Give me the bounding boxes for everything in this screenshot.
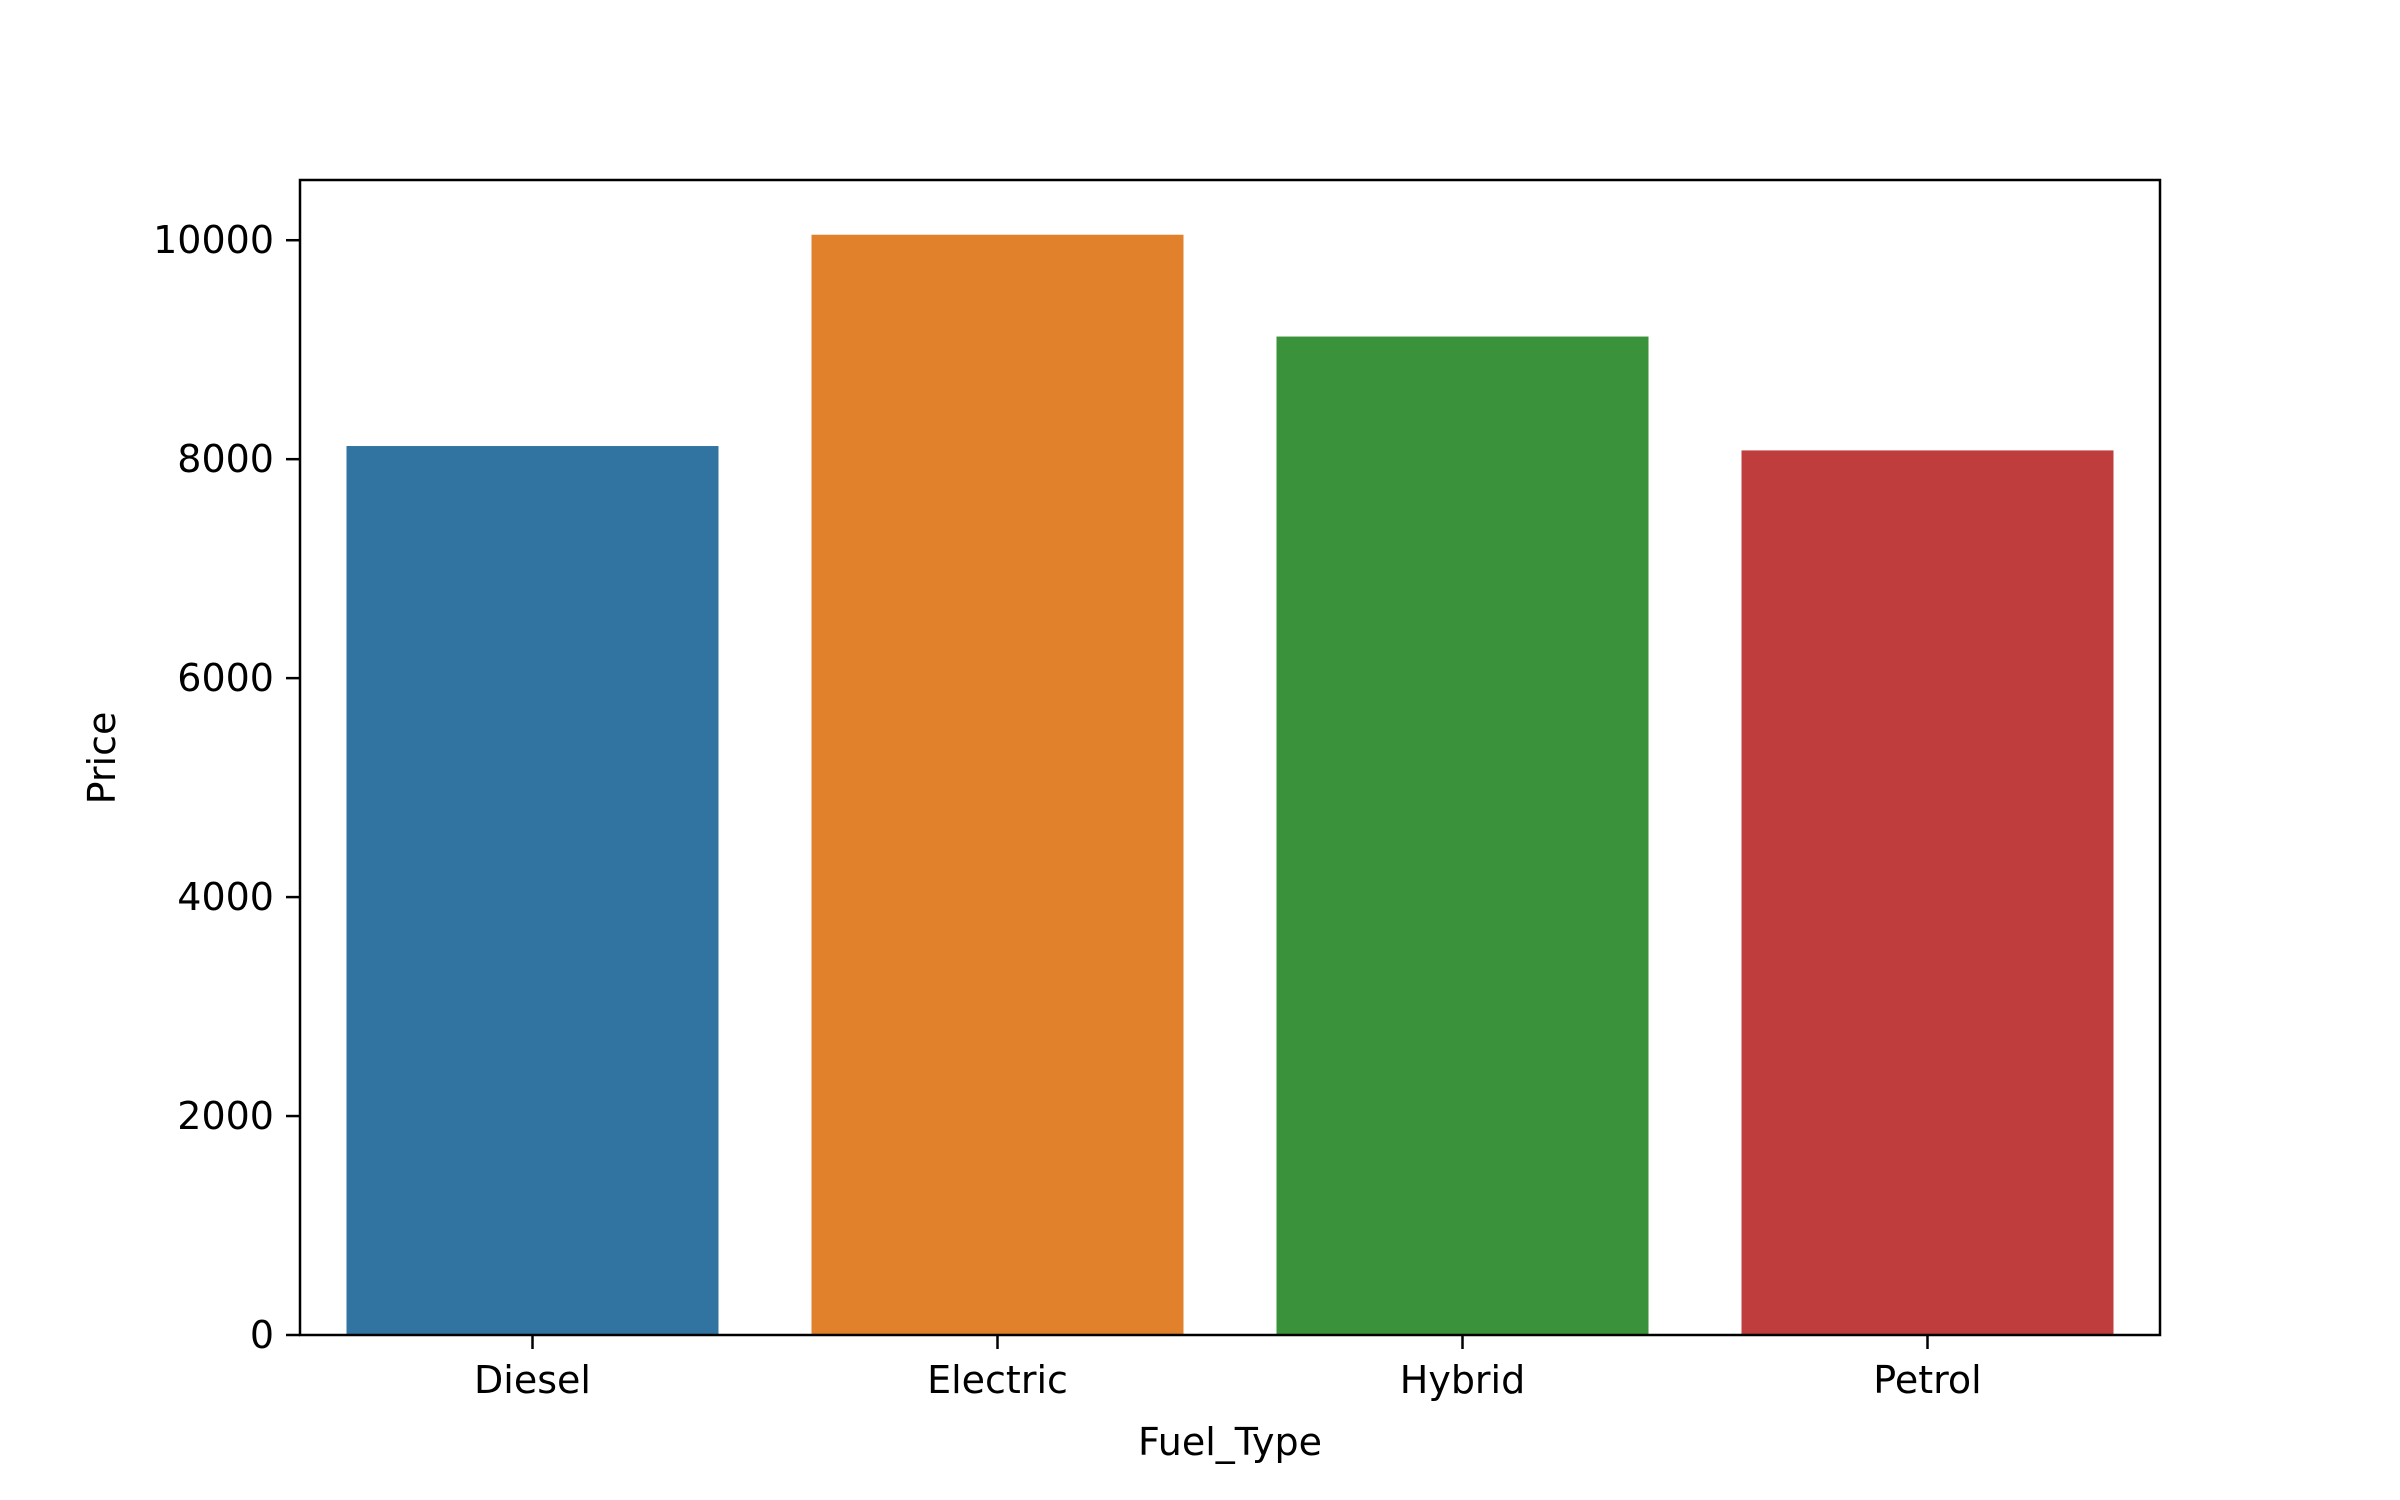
y-tick-label-0: 0 [250, 1313, 274, 1357]
x-axis-label: Fuel_Type [1138, 1420, 1322, 1464]
y-tick-label-10000: 10000 [153, 218, 274, 262]
x-axis: Diesel Electric Hybrid Petrol [474, 1335, 1982, 1402]
x-tick-label-hybrid: Hybrid [1400, 1358, 1526, 1402]
y-axis-label: Price [80, 712, 124, 805]
y-tick-label-2000: 2000 [177, 1094, 274, 1138]
x-tick-label-electric: Electric [927, 1358, 1068, 1402]
x-tick-label-diesel: Diesel [474, 1358, 591, 1402]
bars [346, 234, 2114, 1335]
x-tick-label-petrol: Petrol [1873, 1358, 1981, 1402]
bar-diesel [346, 446, 719, 1335]
bar-petrol [1741, 450, 2114, 1335]
y-tick-label-4000: 4000 [177, 875, 274, 919]
y-tick-label-8000: 8000 [177, 437, 274, 481]
plot-frame [298, 178, 2162, 1337]
y-tick-label-6000: 6000 [177, 656, 274, 700]
bar-electric [811, 234, 1184, 1335]
bar-hybrid [1276, 336, 1649, 1335]
y-axis: 0 2000 4000 6000 8000 10000 [153, 218, 300, 1357]
